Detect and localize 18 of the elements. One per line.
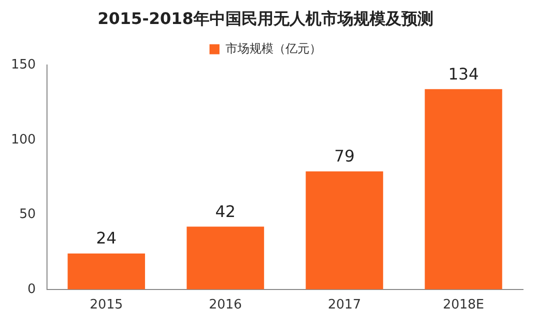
y-tick-label: 150: [10, 58, 36, 73]
x-tick-label: 2015: [90, 298, 123, 313]
data-label: 24: [96, 228, 117, 248]
x-tick-label: 2016: [208, 298, 242, 313]
data-label: 134: [448, 64, 479, 84]
bar: [424, 89, 502, 290]
data-label: 42: [215, 202, 236, 221]
y-tick-label: 50: [19, 207, 36, 222]
bar: [186, 226, 264, 290]
chart-title: 2015-2018年中国民用无人机市场规模及预测: [98, 8, 434, 28]
data-label: 79: [334, 146, 355, 166]
legend-label: 市场规模（亿元）: [226, 41, 322, 56]
x-tick-label: 2018E: [442, 298, 484, 313]
bar: [306, 171, 384, 290]
x-tick-label: 2017: [328, 298, 361, 313]
bar: [68, 254, 146, 290]
y-tick-label: 0: [28, 282, 36, 297]
y-tick-label: 100: [10, 132, 36, 148]
